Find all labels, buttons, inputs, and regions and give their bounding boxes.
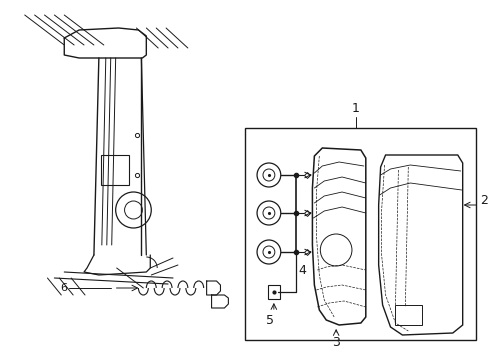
Text: 4: 4 xyxy=(298,264,306,277)
Text: 5: 5 xyxy=(265,314,273,327)
Text: 6: 6 xyxy=(60,283,67,293)
Text: 2: 2 xyxy=(480,194,488,207)
Text: 3: 3 xyxy=(331,336,339,349)
Text: 1: 1 xyxy=(351,102,359,115)
